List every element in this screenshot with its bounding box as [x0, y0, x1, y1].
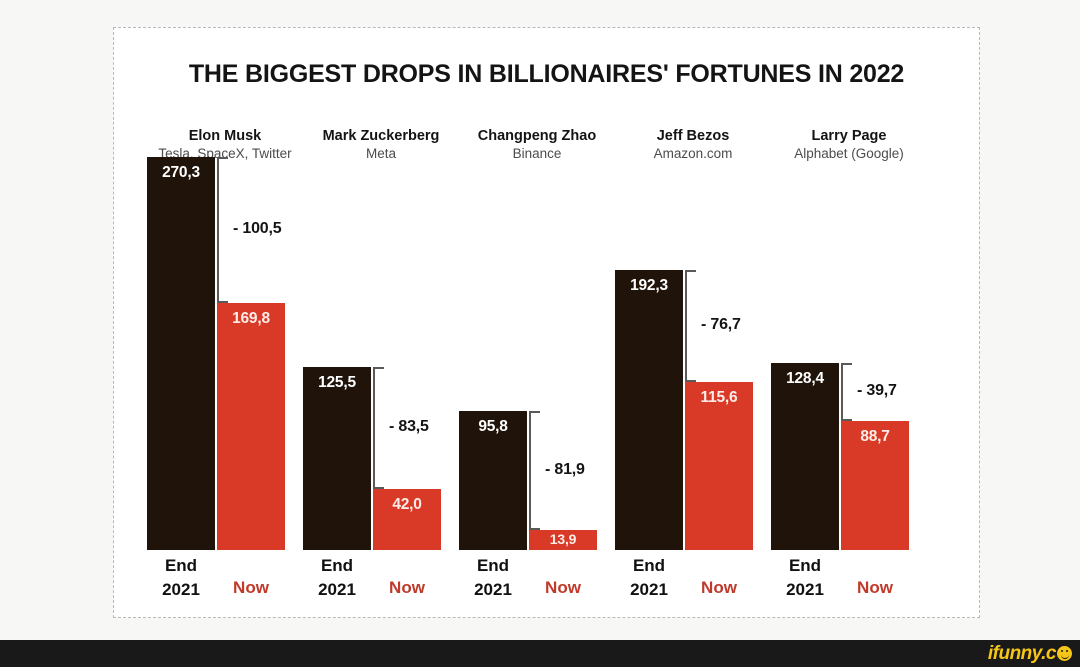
bar-value-now: 115,6	[700, 389, 738, 406]
bar-now: 42,0	[373, 489, 441, 550]
bar-chart-plot-area: Elon Musk Tesla, SpaceX, Twitter 270,3 169,…	[147, 128, 947, 599]
bar-value-end-2021: 192,3	[630, 277, 668, 294]
group-axis-labels: End 2021 Now	[771, 554, 927, 614]
bar-end-2021: 192,3	[615, 270, 683, 550]
drop-label: - 81,9	[545, 460, 585, 478]
group-header: Mark Zuckerberg Meta	[297, 128, 465, 162]
bar-group: Elon Musk Tesla, SpaceX, Twitter 270,3 169,…	[147, 128, 303, 599]
person-name: Mark Zuckerberg	[322, 128, 440, 144]
bar-group: Jeff Bezos Amazon.com 192,3 115,6 - 76,7 End 2…	[615, 128, 771, 599]
drop-bracket	[841, 363, 852, 421]
group-header: Changpeng Zhao Binance	[453, 128, 621, 162]
bar-pair: 95,8 13,9 - 81,9	[459, 128, 615, 550]
group-axis-labels: End 2021 Now	[303, 554, 459, 614]
group-header: Larry Page Alphabet (Google)	[765, 128, 933, 162]
watermark-text: ifunny.c	[987, 643, 1057, 664]
group-axis-labels: End 2021 Now	[147, 554, 303, 614]
bar-value-now: 42,0	[392, 496, 422, 513]
axis-label-now: Now	[389, 578, 425, 597]
axis-label-now: Now	[233, 578, 269, 597]
bar-value-end-2021: 128,4	[786, 370, 824, 387]
bar-now: 88,7	[841, 421, 909, 550]
group-header: Jeff Bezos Amazon.com	[609, 128, 777, 162]
axis-label-now: Now	[545, 578, 581, 597]
bar-end-2021: 270,3	[147, 157, 215, 550]
person-company: Binance	[512, 146, 562, 161]
drop-label: - 83,5	[389, 418, 429, 435]
person-name: Changpeng Zhao	[477, 128, 597, 144]
axis-label-end-2021: End 2021	[474, 556, 512, 599]
bar-pair: 125,5 42,0 - 83,5	[303, 128, 459, 550]
bar-now: 169,8	[217, 303, 285, 550]
ifunny-watermark: ifunny.c	[988, 643, 1072, 664]
page-title: THE BIGGEST DROPS IN BILLIONAIRES' FORTU…	[188, 60, 905, 88]
person-company: Meta	[365, 146, 396, 161]
bar-pair: 192,3 115,6 - 76,7	[615, 128, 771, 550]
group-axis-labels: End 2021 Now	[615, 554, 771, 614]
drop-bracket	[685, 270, 696, 382]
bar-now: 115,6	[685, 382, 753, 550]
bar-end-2021: 128,4	[771, 363, 839, 550]
person-company: Amazon.com	[653, 146, 733, 161]
bar-value-now: 88,7	[860, 428, 890, 445]
bar-value-end-2021: 270,3	[162, 164, 200, 181]
bar-pair: 128,4 88,7 - 39,7	[771, 128, 927, 550]
bar-value-now: 13,9	[549, 531, 577, 547]
smiley-icon	[1057, 646, 1072, 661]
bar-group: Mark Zuckerberg Meta 125,5 42,0 - 83,5 End 202…	[303, 128, 459, 599]
drop-bracket	[529, 411, 540, 530]
person-name: Elon Musk	[188, 128, 262, 144]
bar-end-2021: 95,8	[459, 411, 527, 550]
bar-end-2021: 125,5	[303, 367, 371, 550]
axis-label-end-2021: End 2021	[318, 556, 356, 599]
bar-now: 13,9	[529, 530, 597, 550]
bar-value-end-2021: 95,8	[478, 418, 508, 435]
axis-label-end-2021: End 2021	[162, 556, 200, 599]
drop-label: - 39,7	[857, 382, 897, 399]
axis-label-now: Now	[701, 578, 737, 597]
axis-label-end-2021: End 2021	[630, 556, 668, 599]
bar-group: Changpeng Zhao Binance 95,8 13,9 - 81,9 End 20…	[459, 128, 615, 599]
bar-pair: 270,3 169,8 - 100,5	[147, 128, 303, 550]
person-name: Larry Page	[811, 128, 887, 144]
axis-label-now: Now	[857, 578, 893, 597]
drop-label: - 100,5	[233, 220, 282, 237]
drop-bracket	[217, 157, 228, 303]
drop-label: - 76,7	[701, 316, 741, 333]
group-axis-labels: End 2021 Now	[459, 554, 615, 614]
bar-group: Larry Page Alphabet (Google) 128,4 88,7 - 39…	[771, 128, 927, 599]
infographic-frame: THE BIGGEST DROPS IN BILLIONAIRES' FORTU…	[113, 27, 980, 618]
bar-value-end-2021: 125,5	[318, 374, 356, 391]
person-company: Alphabet (Google)	[794, 146, 904, 161]
bottom-black-band: ifunny.c	[0, 640, 1080, 667]
bar-value-now: 169,8	[232, 310, 270, 327]
axis-label-end-2021: End 2021	[786, 556, 824, 599]
person-name: Jeff Bezos	[656, 128, 730, 144]
drop-bracket	[373, 367, 384, 489]
